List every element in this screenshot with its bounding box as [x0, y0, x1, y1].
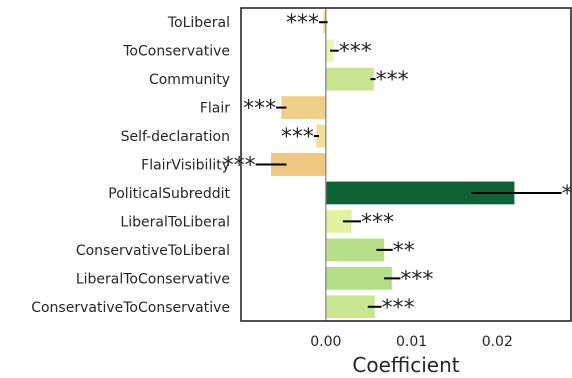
category-label-Flair: Flair — [200, 101, 230, 117]
bar-Flair — [281, 96, 326, 119]
category-label-ToConservative: ToConservative — [122, 44, 230, 60]
significance-label-LiberalToConservative: *** — [400, 267, 433, 292]
category-label-ToLiberal: ToLiberal — [167, 15, 230, 31]
bar-Community — [325, 67, 374, 91]
x-tick-label: 0.01 — [396, 334, 427, 350]
bar-Self-declaration — [316, 124, 326, 148]
bar-ConservativeToConservative — [325, 295, 375, 319]
bars-layer — [271, 10, 515, 319]
category-label-ConservativeToLiberal: ConservativeToLiberal — [76, 243, 230, 259]
x-ticks-layer: 0.00 0.01 0.02 — [310, 334, 513, 350]
bar-ConservativeToLiberal — [325, 238, 385, 262]
category-label-LiberalToConservative: LiberalToConservative — [76, 271, 230, 287]
bar-ToConservative — [325, 39, 334, 63]
significance-label-LiberalToLiberal: *** — [361, 210, 394, 235]
significance-label-Community: *** — [376, 68, 409, 93]
bar-LiberalToConservative — [325, 266, 392, 290]
significance-label-ConservativeToConservative: *** — [382, 296, 415, 321]
significance-label-FlairVisibility: *** — [223, 154, 256, 179]
category-label-LiberalToLiberal: LiberalToLiberal — [120, 214, 230, 230]
significance-label-ToConservative: *** — [339, 40, 372, 65]
significance-label-Flair: *** — [243, 97, 276, 122]
bar-FlairVisibility — [271, 153, 326, 176]
category-label-Community: Community — [149, 72, 230, 88]
significance-label-ConservativeToLiberal: ** — [393, 239, 415, 264]
category-label-Self-declaration: Self-declaration — [121, 129, 230, 145]
category-label-PoliticalSubreddit: PoliticalSubreddit — [108, 186, 230, 202]
x-tick-label: 0.02 — [482, 334, 513, 350]
error-bars-layer — [255, 21, 562, 308]
x-tick-label: 0.00 — [310, 334, 341, 350]
x-axis-title: Coefficient — [352, 353, 459, 377]
bar-LiberalToLiberal — [325, 210, 352, 233]
significance-label-PoliticalSubreddit: *** — [562, 182, 572, 207]
significance-label-Self-declaration: *** — [281, 125, 314, 150]
plot-frame — [240, 7, 572, 322]
significance-labels-layer: ******************************** — [223, 11, 572, 321]
category-label-FlairVisibility: FlairVisibility — [141, 158, 230, 174]
category-labels-layer: ToLiberal ToConservative Community Flair Sel… — [31, 15, 230, 316]
significance-label-ToLiberal: *** — [286, 11, 319, 36]
category-label-ConservativeToConservative: ConservativeToConservative — [31, 300, 230, 316]
bar-PoliticalSubreddit — [325, 181, 515, 205]
